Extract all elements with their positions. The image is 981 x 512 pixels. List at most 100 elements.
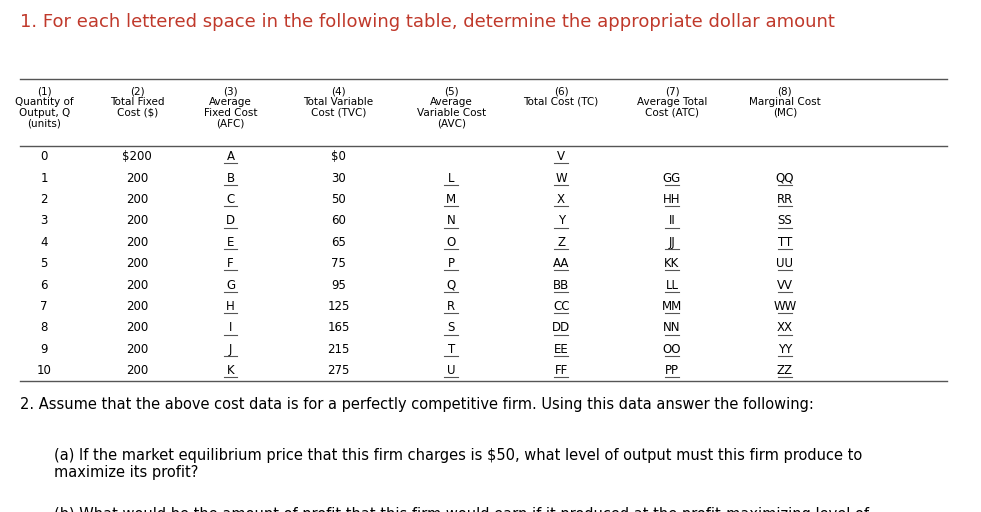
Text: B: B (227, 172, 234, 184)
Text: (4): (4) (332, 86, 345, 96)
Text: (1): (1) (37, 86, 51, 96)
Text: RR: RR (777, 193, 793, 206)
Text: P: P (447, 257, 455, 270)
Text: R: R (447, 300, 455, 313)
Text: BB: BB (553, 279, 569, 292)
Text: 65: 65 (331, 236, 346, 249)
Text: 125: 125 (328, 300, 349, 313)
Text: $0: $0 (331, 150, 346, 163)
Text: (2): (2) (130, 86, 144, 96)
Text: NN: NN (663, 322, 681, 334)
Text: WW: WW (773, 300, 797, 313)
Text: X: X (557, 193, 565, 206)
Text: 215: 215 (328, 343, 349, 356)
Text: Marginal Cost: Marginal Cost (749, 97, 821, 107)
Text: 275: 275 (328, 364, 349, 377)
Text: LL: LL (665, 279, 679, 292)
Text: ZZ: ZZ (777, 364, 793, 377)
Text: XX: XX (777, 322, 793, 334)
Text: 1. For each lettered space in the following table, determine the appropriate dol: 1. For each lettered space in the follow… (20, 13, 835, 31)
Text: 60: 60 (331, 215, 346, 227)
Text: 6: 6 (40, 279, 48, 292)
Text: 200: 200 (127, 322, 148, 334)
Text: G: G (226, 279, 235, 292)
Text: 95: 95 (331, 279, 346, 292)
Text: (MC): (MC) (773, 108, 797, 118)
Text: 2. Assume that the above cost data is for a perfectly competitive firm. Using th: 2. Assume that the above cost data is fo… (20, 397, 813, 412)
Text: 200: 200 (127, 279, 148, 292)
Text: (AVC): (AVC) (437, 118, 466, 129)
Text: PP: PP (665, 364, 679, 377)
Text: 2: 2 (40, 193, 48, 206)
Text: K: K (227, 364, 234, 377)
Text: 30: 30 (331, 172, 346, 184)
Text: II: II (669, 215, 675, 227)
Text: 5: 5 (40, 257, 48, 270)
Text: Total Variable: Total Variable (303, 97, 374, 107)
Text: D: D (226, 215, 235, 227)
Text: Average: Average (209, 97, 252, 107)
Text: N: N (447, 215, 455, 227)
Text: L: L (448, 172, 454, 184)
Text: (7): (7) (665, 86, 679, 96)
Text: 50: 50 (331, 193, 346, 206)
Text: U: U (447, 364, 455, 377)
Text: Fixed Cost: Fixed Cost (204, 108, 257, 118)
Text: Y: Y (557, 215, 565, 227)
Text: E: E (227, 236, 234, 249)
Text: Average: Average (430, 97, 473, 107)
Text: (8): (8) (778, 86, 792, 96)
Text: I: I (229, 322, 232, 334)
Text: V: V (557, 150, 565, 163)
Text: Variable Cost: Variable Cost (417, 108, 486, 118)
Text: 10: 10 (36, 364, 52, 377)
Text: C: C (227, 193, 234, 206)
Text: 1: 1 (40, 172, 48, 184)
Text: 200: 200 (127, 364, 148, 377)
Text: (b) What would be the amount of profit that this firm would earn if it produced : (b) What would be the amount of profit t… (54, 507, 869, 512)
Text: 200: 200 (127, 257, 148, 270)
Text: Total Fixed: Total Fixed (110, 97, 165, 107)
Text: S: S (447, 322, 455, 334)
Text: UU: UU (776, 257, 794, 270)
Text: 200: 200 (127, 193, 148, 206)
Text: Cost ($): Cost ($) (117, 108, 158, 118)
Text: 9: 9 (40, 343, 48, 356)
Text: EE: EE (553, 343, 569, 356)
Text: TT: TT (778, 236, 792, 249)
Text: 4: 4 (40, 236, 48, 249)
Text: Average Total: Average Total (637, 97, 707, 107)
Text: 200: 200 (127, 300, 148, 313)
Text: Q: Q (446, 279, 456, 292)
Text: KK: KK (664, 257, 680, 270)
Text: CC: CC (553, 300, 569, 313)
Text: HH: HH (663, 193, 681, 206)
Text: J: J (229, 343, 232, 356)
Text: (units): (units) (27, 118, 61, 129)
Text: $200: $200 (123, 150, 152, 163)
Text: 200: 200 (127, 215, 148, 227)
Text: W: W (555, 172, 567, 184)
Text: 200: 200 (127, 343, 148, 356)
Text: 7: 7 (40, 300, 48, 313)
Text: 75: 75 (331, 257, 346, 270)
Text: T: T (447, 343, 455, 356)
Text: GG: GG (663, 172, 681, 184)
Text: 0: 0 (40, 150, 48, 163)
Text: SS: SS (777, 215, 793, 227)
Text: Quantity of: Quantity of (15, 97, 74, 107)
Text: MM: MM (662, 300, 682, 313)
Text: VV: VV (777, 279, 793, 292)
Text: YY: YY (778, 343, 792, 356)
Text: Cost (TVC): Cost (TVC) (311, 108, 366, 118)
Text: (AFC): (AFC) (217, 118, 244, 129)
Text: (3): (3) (224, 86, 237, 96)
Text: H: H (227, 300, 234, 313)
Text: AA: AA (553, 257, 569, 270)
Text: (5): (5) (444, 86, 458, 96)
Text: (a) If the market equilibrium price that this firm charges is $50, what level of: (a) If the market equilibrium price that… (54, 448, 862, 480)
Text: F: F (228, 257, 233, 270)
Text: 8: 8 (40, 322, 48, 334)
Text: Z: Z (557, 236, 565, 249)
Text: QQ: QQ (776, 172, 794, 184)
